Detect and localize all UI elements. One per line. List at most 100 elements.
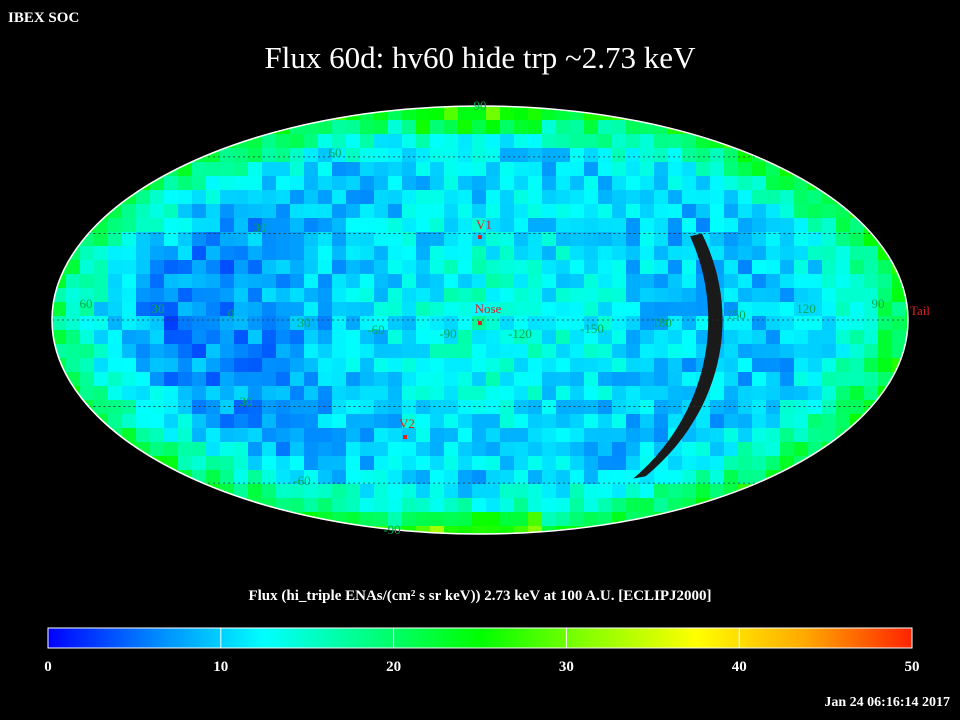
flux-cell: [304, 358, 319, 373]
flux-cell: [234, 358, 249, 373]
flux-cell: [220, 162, 235, 177]
flux-cell: [52, 372, 67, 387]
flux-cell: [360, 302, 375, 317]
flux-cell: [780, 302, 795, 317]
flux-cell: [570, 232, 585, 247]
flux-cell: [584, 176, 599, 191]
flux-cell: [150, 288, 165, 303]
flux-cell: [220, 176, 235, 191]
flux-cell: [808, 204, 823, 219]
flux-cell: [178, 106, 193, 121]
flux-cell: [500, 218, 515, 233]
flux-cell: [346, 316, 361, 331]
flux-cell: [836, 106, 851, 121]
flux-cell: [248, 232, 263, 247]
flux-cell: [80, 162, 95, 177]
flux-cell: [472, 414, 487, 429]
flux-cell: [570, 372, 585, 387]
flux-cell: [864, 484, 879, 499]
flux-cell: [878, 470, 893, 485]
flux-cell: [206, 372, 221, 387]
flux-cell: [500, 120, 515, 135]
flux-cell: [388, 414, 403, 429]
marker-label-v2: V2: [399, 416, 415, 431]
flux-cell: [458, 288, 473, 303]
flux-cell: [360, 526, 375, 534]
flux-cell: [220, 526, 235, 534]
flux-cell: [66, 428, 81, 443]
flux-cell: [528, 274, 543, 289]
flux-cell: [388, 428, 403, 443]
flux-cell: [276, 218, 291, 233]
flux-cell: [780, 316, 795, 331]
flux-cell: [486, 456, 501, 471]
flux-cell: [178, 260, 193, 275]
flux-cell: [346, 428, 361, 443]
flux-cell: [738, 498, 753, 513]
flux-cell: [626, 442, 641, 457]
flux-cell: [458, 190, 473, 205]
flux-cell: [486, 232, 501, 247]
flux-cell: [220, 190, 235, 205]
flux-cell: [850, 176, 865, 191]
flux-cell: [514, 470, 529, 485]
flux-cell: [402, 246, 417, 261]
flux-cell: [626, 218, 641, 233]
flux-cell: [822, 414, 837, 429]
flux-cell: [878, 456, 893, 471]
flux-cell: [262, 526, 277, 534]
chart-title: Flux 60d: hv60 hide trp ~2.73 keV: [264, 40, 696, 75]
flux-cell: [738, 358, 753, 373]
flux-cell: [584, 232, 599, 247]
flux-cell: [52, 456, 67, 471]
flux-cell: [598, 358, 613, 373]
flux-cell: [458, 414, 473, 429]
flux-cell: [850, 260, 865, 275]
flux-cell: [598, 428, 613, 443]
flux-cell: [766, 120, 781, 135]
flux-cell: [248, 512, 263, 527]
flux-cell: [276, 120, 291, 135]
colorbar-tick-label: 50: [904, 659, 920, 675]
flux-cell: [528, 428, 543, 443]
flux-cell: [570, 204, 585, 219]
flux-cell: [892, 316, 907, 331]
flux-cell: [514, 302, 529, 317]
flux-cell: [332, 386, 347, 401]
flux-cell: [80, 512, 95, 527]
flux-cell: [654, 526, 669, 534]
flux-cell: [164, 400, 179, 415]
flux-cell: [304, 232, 319, 247]
flux-cell: [486, 190, 501, 205]
flux-cell: [892, 484, 907, 499]
flux-cell: [906, 428, 908, 443]
flux-cell: [458, 176, 473, 191]
flux-cell: [318, 386, 333, 401]
flux-cell: [668, 344, 683, 359]
flux-cell: [220, 512, 235, 527]
flux-cell: [668, 330, 683, 345]
flux-cell: [150, 512, 165, 527]
flux-cell: [66, 176, 81, 191]
flux-cell: [612, 526, 627, 534]
flux-cell: [150, 176, 165, 191]
flux-cell: [332, 372, 347, 387]
flux-cell: [710, 232, 725, 247]
flux-cell: [178, 400, 193, 415]
flux-cell: [654, 414, 669, 429]
flux-cell: [108, 414, 123, 429]
flux-cell: [738, 204, 753, 219]
flux-cell: [178, 498, 193, 513]
flux-cell: [878, 162, 893, 177]
flux-cell: [248, 316, 263, 331]
flux-cell: [276, 134, 291, 149]
flux-cell: [472, 512, 487, 527]
flux-cell: [612, 400, 627, 415]
flux-cell: [402, 176, 417, 191]
flux-cell: [794, 414, 809, 429]
flux-cell: [262, 288, 277, 303]
flux-cell: [108, 316, 123, 331]
flux-cell: [52, 302, 67, 317]
flux-cell: [556, 414, 571, 429]
flux-cell: [304, 218, 319, 233]
